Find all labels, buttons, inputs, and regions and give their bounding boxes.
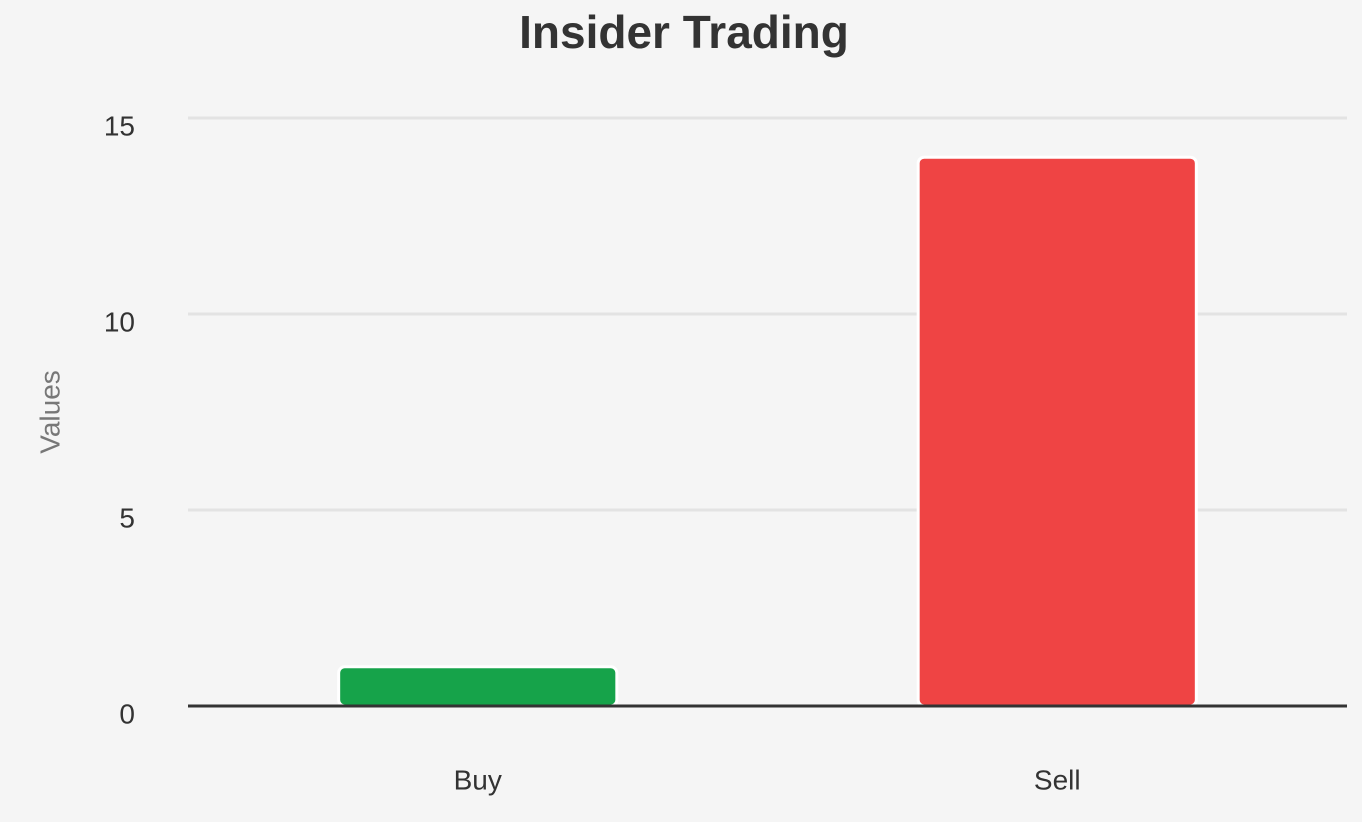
bar xyxy=(337,665,619,708)
y-axis-label: Values xyxy=(34,370,65,454)
chart-title: Insider Trading xyxy=(519,6,849,58)
y-tick-label: 10 xyxy=(104,306,135,337)
y-tick-label: 0 xyxy=(119,698,135,729)
y-tick-label: 5 xyxy=(119,502,135,533)
x-tick-label: Sell xyxy=(1034,764,1081,795)
y-tick-label: 15 xyxy=(104,110,135,141)
bar xyxy=(916,155,1198,708)
x-tick-label: Buy xyxy=(454,764,502,795)
